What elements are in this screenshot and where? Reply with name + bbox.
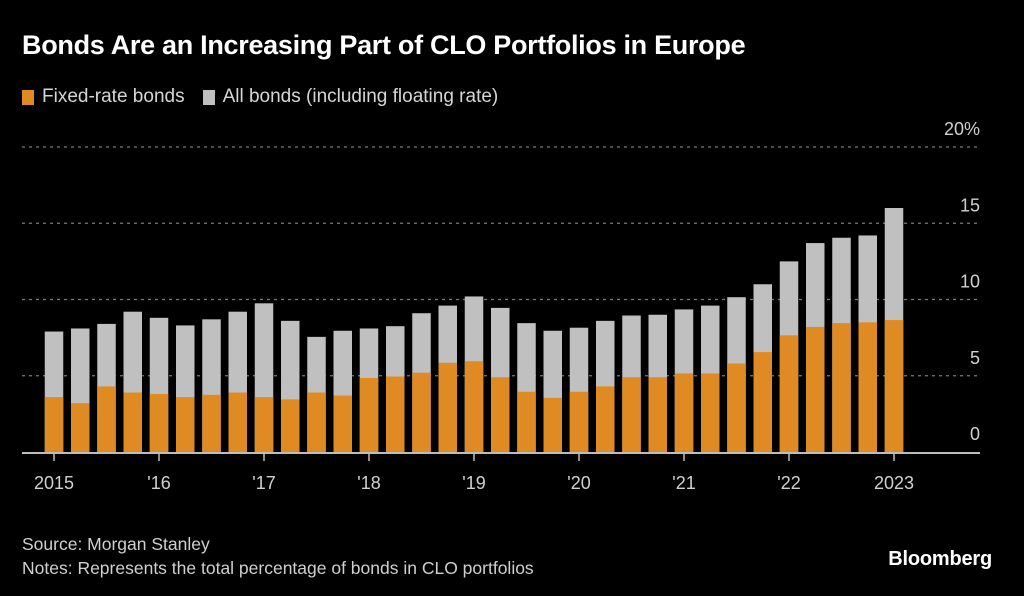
notes-text: Notes: Represents the total percentage o… — [22, 558, 534, 578]
bar-group — [517, 323, 536, 452]
bar-fixed-rate — [44, 397, 64, 452]
x-tick-label: '19 — [462, 473, 485, 493]
bar-fixed-rate — [622, 377, 641, 452]
x-axis — [22, 452, 980, 461]
bar-group — [622, 315, 641, 452]
bar-fixed-rate — [858, 322, 877, 452]
bar-group — [412, 313, 431, 452]
legend-swatch-fixed-rate — [22, 89, 34, 105]
x-tick-label: '20 — [567, 473, 590, 493]
bar-group — [543, 330, 562, 452]
bar-fixed-rate — [333, 395, 352, 452]
x-tick-label: 2023 — [874, 473, 914, 493]
bloomberg-logo: Bloomberg — [888, 548, 992, 570]
x-tick-label: '18 — [357, 473, 380, 493]
bar-group — [123, 311, 142, 452]
bar-fixed-rate — [97, 386, 116, 452]
bar-fixed-rate — [701, 373, 720, 452]
bar-fixed-rate — [202, 394, 221, 452]
bar-group — [727, 297, 746, 452]
legend-label-all-bonds: All bonds (including floating rate) — [222, 86, 499, 107]
bar-group — [71, 328, 90, 452]
bar-fixed-rate — [674, 373, 694, 452]
bar-fixed-rate — [386, 376, 405, 452]
bar-group — [44, 331, 64, 452]
x-tick-label: 2015 — [34, 473, 74, 493]
bar-group — [254, 303, 274, 452]
bar-fixed-rate — [412, 372, 431, 452]
bar-group — [491, 307, 510, 452]
bar-group — [438, 305, 457, 452]
bar-group — [228, 311, 247, 452]
y-tick-label: 15 — [960, 195, 980, 215]
bar-group — [281, 320, 300, 452]
y-axis-labels: 0 5 10 15 20% — [944, 119, 980, 444]
x-tick-label: '22 — [777, 473, 800, 493]
y-tick-label: 0 — [970, 424, 980, 444]
bar-fixed-rate — [149, 394, 169, 452]
bar-group — [779, 261, 799, 452]
bar-fixed-rate — [753, 352, 772, 452]
bar-fixed-rate — [569, 391, 589, 452]
bar-group — [97, 323, 116, 452]
footer: Source: Morgan Stanley Notes: Represents… — [22, 532, 534, 580]
bar-fixed-rate — [176, 397, 195, 452]
bar-fixed-rate — [254, 397, 274, 452]
legend-swatch-all-bonds — [202, 89, 215, 105]
bar-group — [858, 235, 877, 452]
bar-fixed-rate — [596, 386, 615, 452]
y-tick-label: 20% — [944, 119, 980, 139]
bar-group — [464, 296, 484, 452]
bar-group — [202, 319, 221, 452]
bar-fixed-rate — [438, 362, 457, 452]
bar-group — [149, 317, 169, 452]
bar-group — [832, 237, 851, 452]
bar-fixed-rate — [779, 335, 799, 452]
bar-group — [569, 327, 589, 452]
bar-fixed-rate — [491, 377, 510, 452]
bar-fixed-rate — [884, 320, 904, 452]
bar-fixed-rate — [123, 392, 142, 452]
legend-label-fixed-rate: Fixed-rate bonds — [42, 86, 185, 107]
bar-fixed-rate — [228, 392, 247, 452]
y-tick-label: 10 — [960, 272, 980, 292]
source-note: Source: Morgan Stanley — [22, 534, 210, 554]
bar-fixed-rate — [359, 378, 379, 452]
bar-fixed-rate — [71, 403, 90, 452]
legend: Fixed-rate bonds All bonds (including fl… — [22, 86, 516, 108]
bar-group — [701, 305, 720, 452]
bar-group — [884, 208, 904, 452]
chart-title: Bonds Are an Increasing Part of CLO Port… — [22, 30, 746, 60]
bar-fixed-rate — [806, 326, 825, 452]
bar-group — [648, 314, 667, 452]
bar-fixed-rate — [543, 397, 562, 452]
legend-item-fixed-rate: Fixed-rate bonds — [22, 86, 185, 108]
bar-fixed-rate — [517, 391, 536, 452]
bar-fixed-rate — [281, 399, 300, 452]
bar-fixed-rate — [832, 323, 851, 452]
bar-fixed-rate — [648, 377, 667, 452]
bars — [44, 208, 904, 452]
x-tick-label: '16 — [147, 473, 170, 493]
bar-group — [596, 320, 615, 452]
bar-group — [176, 325, 195, 452]
legend-item-all-bonds: All bonds (including floating rate) — [202, 86, 499, 108]
x-tick-label: '17 — [252, 473, 275, 493]
y-tick-label: 5 — [970, 348, 980, 368]
bar-group — [359, 328, 379, 452]
bar-group — [307, 336, 326, 452]
bar-group — [674, 309, 694, 452]
bar-group — [386, 326, 405, 452]
bar-fixed-rate — [464, 361, 484, 452]
bar-fixed-rate — [727, 363, 746, 452]
bar-fixed-rate — [307, 392, 326, 452]
bar-group — [333, 330, 352, 452]
bar-group — [806, 243, 825, 452]
bar-group — [753, 284, 772, 452]
x-axis-labels: 2015 '16 '17 '18 '19 '20 '21 '22 2023 — [34, 473, 914, 493]
x-tick-label: '21 — [672, 473, 695, 493]
